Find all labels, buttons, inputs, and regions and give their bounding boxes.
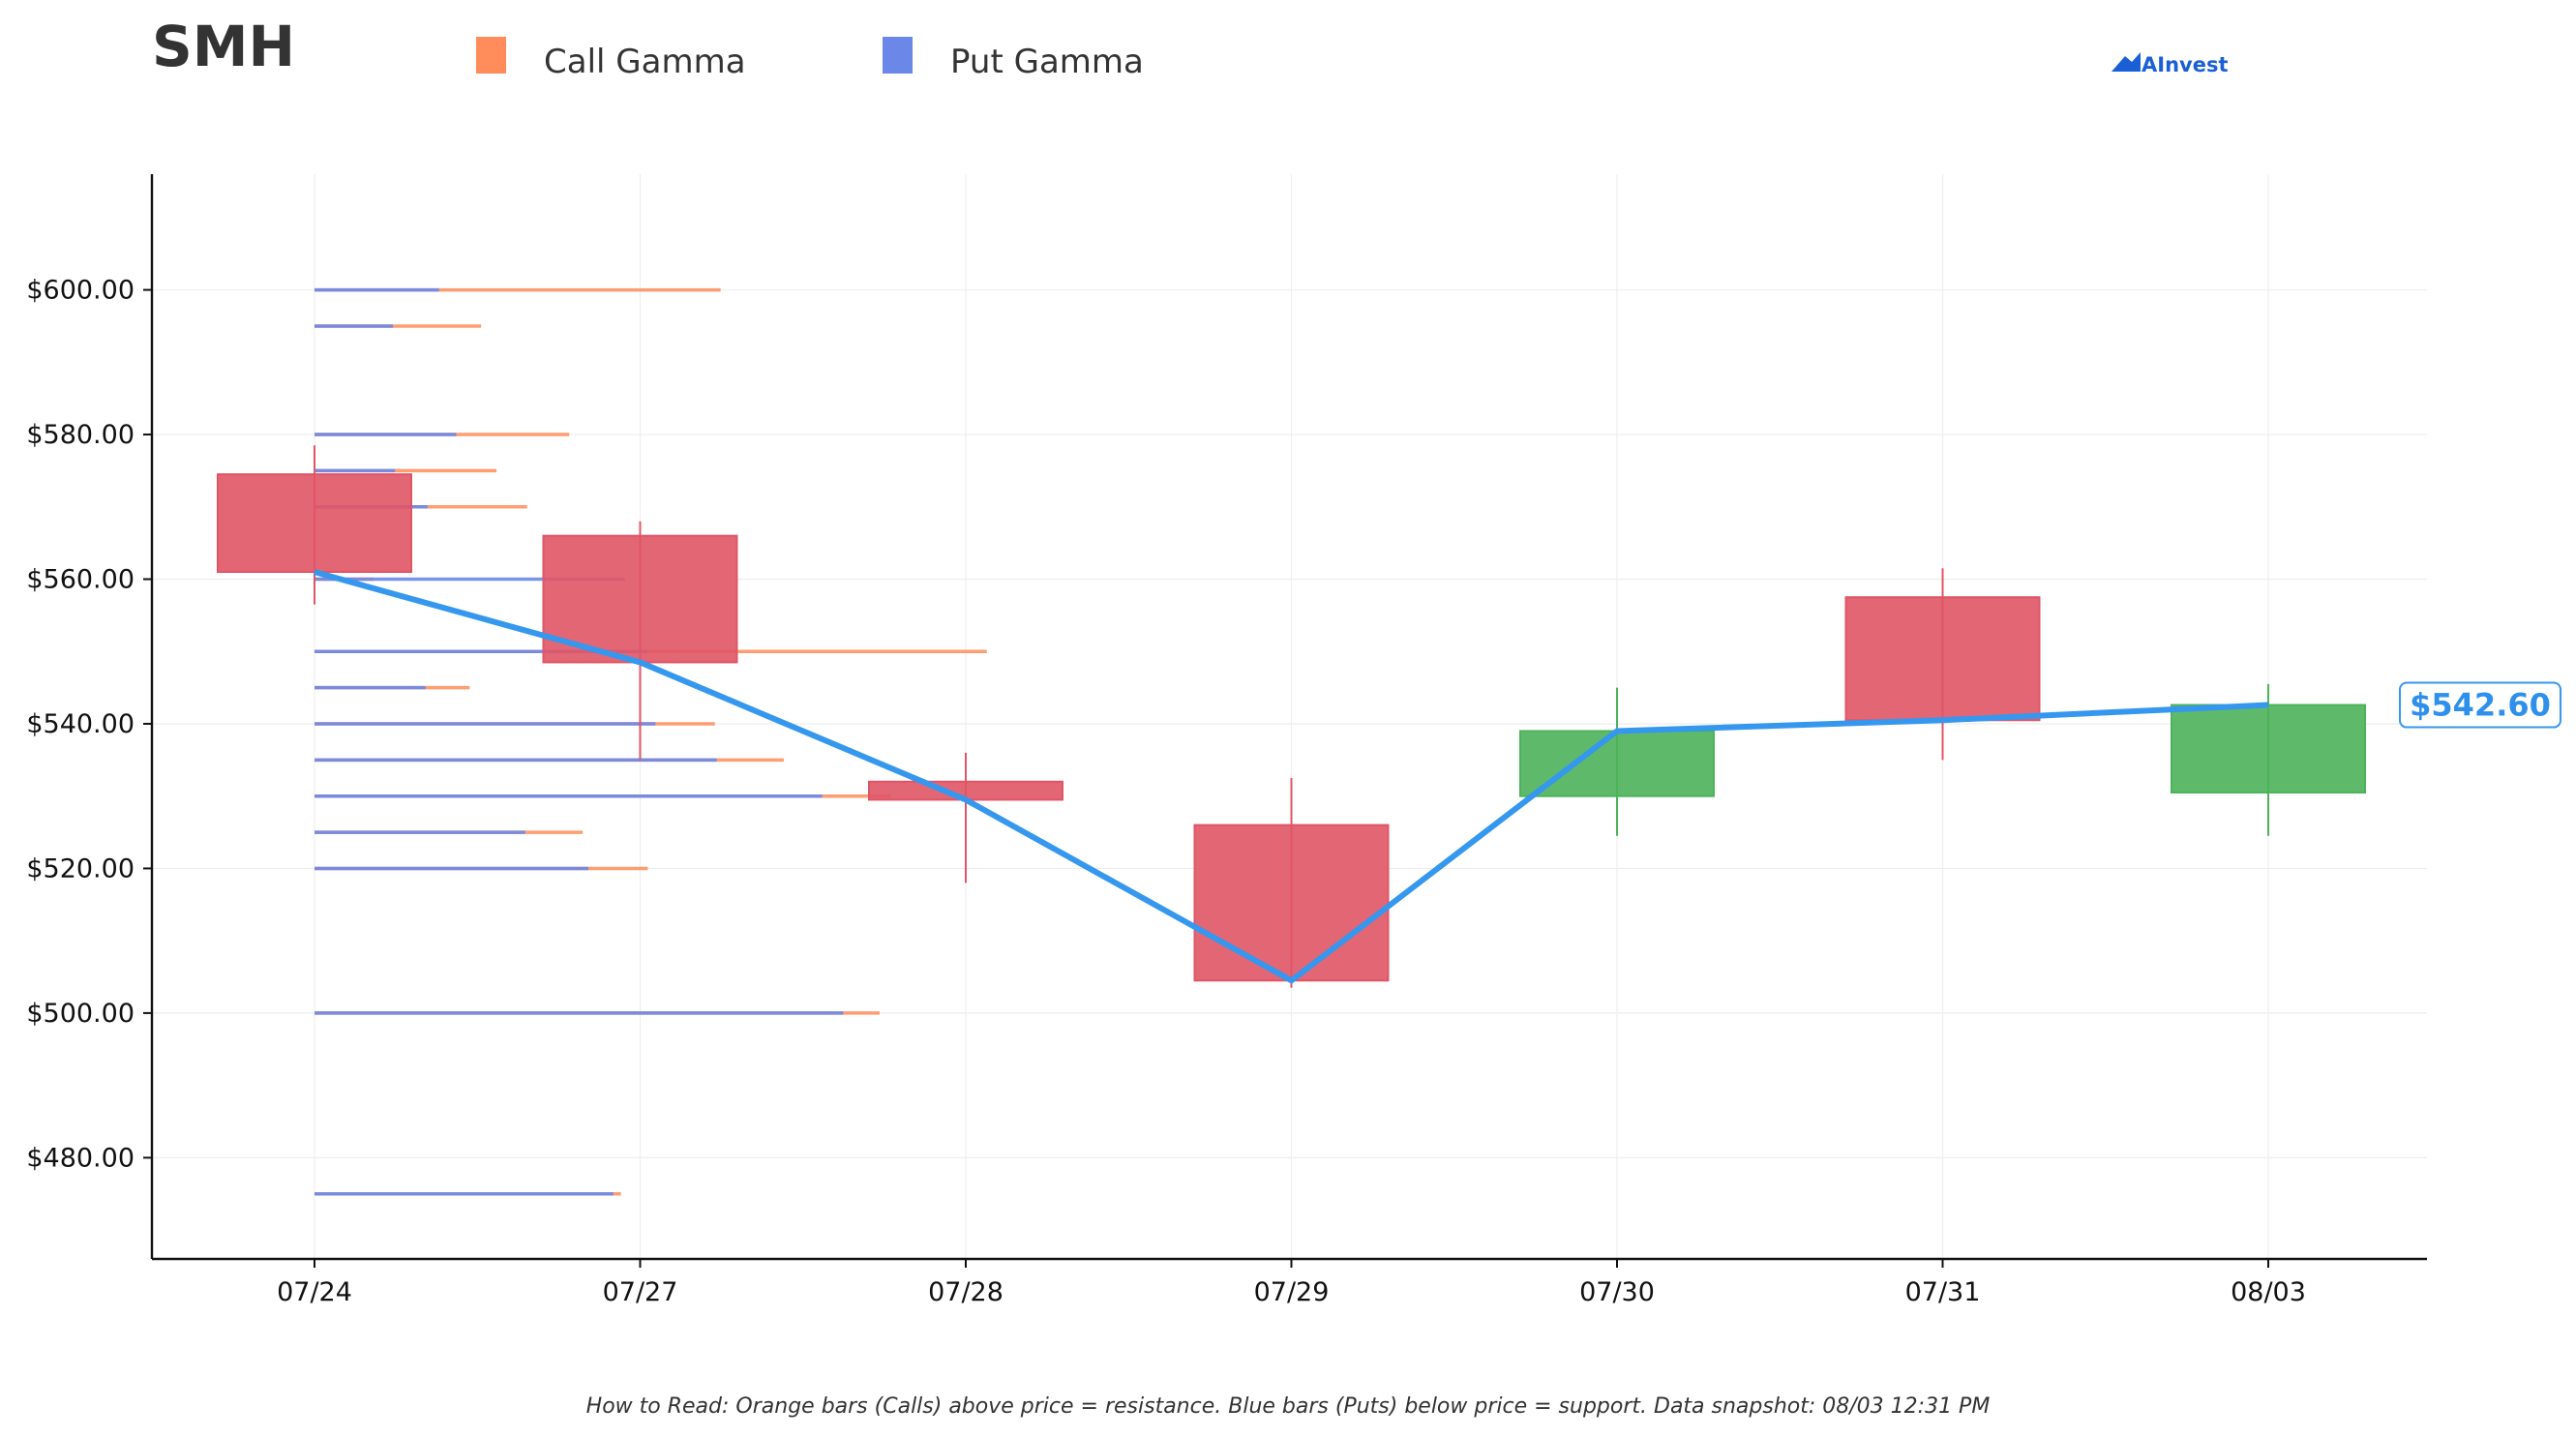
y-tick-label: $520.00 xyxy=(26,853,135,883)
legend-swatch-call xyxy=(476,37,506,74)
candle-body xyxy=(1193,823,1390,982)
y-tick-label: $500.00 xyxy=(26,999,135,1029)
y-tick-label: $480.00 xyxy=(26,1143,135,1173)
candle-body xyxy=(217,473,412,574)
legend-label-put: Put Gamma xyxy=(950,43,1144,81)
axes: $480.00 $500.00 $520.00 $540.00 $560.00 $580.… xyxy=(26,174,2427,1307)
candle-body xyxy=(1519,730,1715,797)
candle-body xyxy=(542,534,738,664)
y-tick-label: $580.00 xyxy=(26,420,135,450)
x-tick-label: 07/24 xyxy=(277,1277,352,1307)
chart-title: SMH xyxy=(152,14,295,79)
y-tick-label: $600.00 xyxy=(26,276,135,306)
candle-body xyxy=(2171,704,2366,793)
x-tick-label: 08/03 xyxy=(2231,1277,2306,1307)
x-tick-label: 07/31 xyxy=(1905,1277,1981,1307)
legend-swatch-put xyxy=(883,37,913,74)
brand-logo: AInvest xyxy=(2112,52,2229,76)
x-tick-label: 07/30 xyxy=(1579,1277,1655,1307)
y-tick-label: $560.00 xyxy=(26,565,135,595)
legend-label-call: Call Gamma xyxy=(544,43,746,81)
brand-text: AInvest xyxy=(2142,53,2229,76)
close-line xyxy=(314,569,2269,984)
legend: Call Gamma Put Gamma xyxy=(476,37,1144,81)
candle-body xyxy=(1844,596,2041,722)
x-tick-label: 07/28 xyxy=(928,1277,1003,1307)
x-tick-label: 07/29 xyxy=(1254,1277,1330,1307)
y-tick-label: $540.00 xyxy=(26,709,135,739)
price-annotation: $542.60 xyxy=(2399,681,2561,729)
last-price-label: $542.60 xyxy=(2410,687,2551,724)
ainvest-logo-icon xyxy=(2112,52,2141,72)
footnote: How to Read: Orange bars (Calls) above p… xyxy=(586,1394,1991,1419)
last-price-box xyxy=(2399,681,2561,729)
gamma-bars xyxy=(315,287,987,1196)
close-price-line xyxy=(314,569,2269,984)
x-tick-label: 07/27 xyxy=(603,1277,678,1307)
grid xyxy=(152,174,2427,1259)
